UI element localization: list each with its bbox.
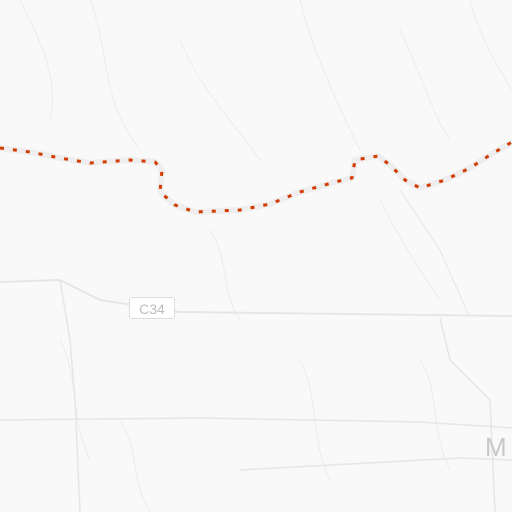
road-secondary-3 [239,457,512,471]
route-dashes [0,140,512,214]
road-secondary-4 [439,317,496,512]
road-shield-c34: C34 [129,297,175,319]
place-label: M [485,432,508,462]
road-network [0,189,512,512]
road-c34 [0,278,512,317]
route-casing [0,139,512,215]
road-secondary-2 [0,417,512,429]
road-secondary [59,279,81,512]
road-secondary-5 [399,189,471,319]
terrain-lines [19,0,512,512]
route-path[interactable] [0,139,512,215]
